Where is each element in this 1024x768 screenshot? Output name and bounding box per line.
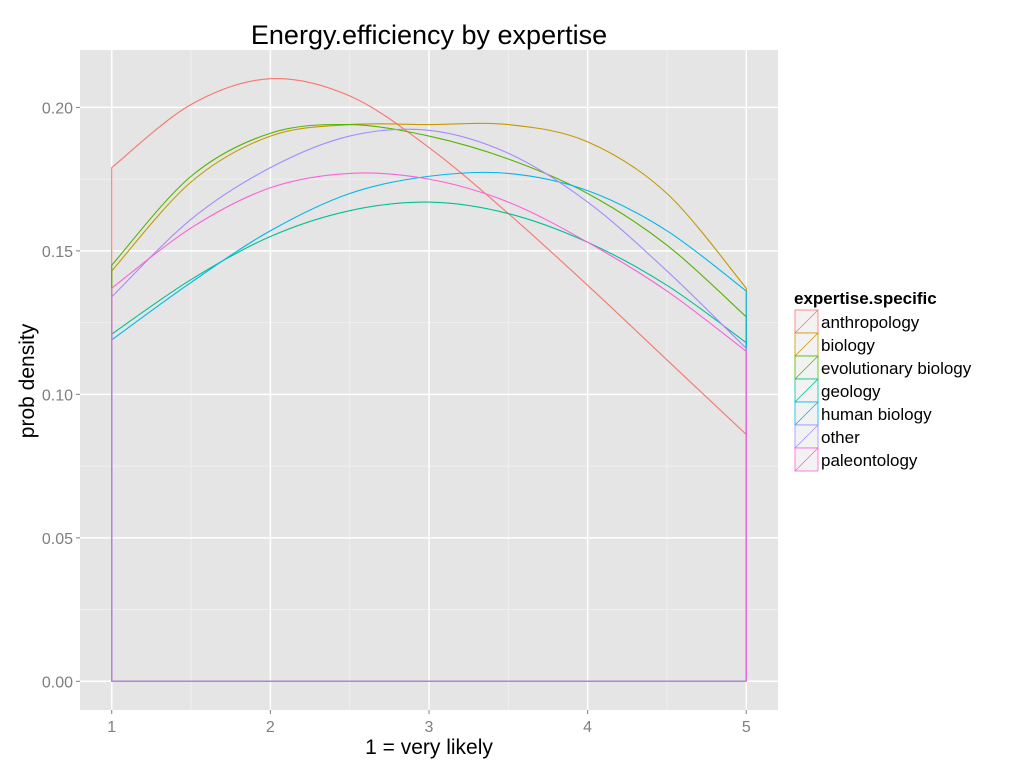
legend-key-line [794,332,819,357]
legend-item: biology [794,332,875,357]
legend: expertise.specific anthropology biology ev… [794,289,972,472]
x-tick-label: 5 [742,719,751,736]
y-tick-label: 0.10 [42,387,73,404]
y-tick-label: 0.15 [42,244,73,261]
y-tick-label: 0.20 [42,100,73,117]
legend-key-line [794,447,819,472]
x-axis: 1 2 3 4 5 [107,710,751,736]
chart-title: Energy.efficiency by expertise [251,20,607,50]
density-line-geology [111,201,747,682]
legend-key-line [794,378,819,403]
legend-title: expertise.specific [794,289,937,308]
density-line-human-biology [111,171,747,682]
legend-item: paleontology [794,447,918,472]
legend-label: anthropology [821,313,920,332]
density-line-anthropology [111,77,747,682]
density-line-paleontology [111,172,747,682]
y-tick-label: 0.00 [42,674,73,691]
legend-label: geology [821,382,881,401]
x-axis-title: 1 = very likely [365,736,493,759]
y-axis: 0.00 0.05 0.10 0.15 0.20 [42,100,80,691]
legend-label: human biology [821,405,932,424]
legend-label: other [821,428,860,447]
x-tick-label: 3 [425,719,434,736]
y-axis-title: prob density [16,323,39,438]
y-tick-label: 0.05 [42,531,73,548]
legend-label: evolutionary biology [821,359,972,378]
density-line-biology [111,122,747,682]
legend-item: other [794,424,860,449]
legend-key-line [794,309,819,334]
legend-item: anthropology [794,309,920,334]
density-line-evolutionary-biology [111,123,747,682]
density-line-other [111,128,747,682]
legend-label: paleontology [821,451,918,470]
x-tick-label: 4 [583,719,592,736]
legend-item: evolutionary biology [794,355,972,380]
x-tick-label: 2 [266,719,275,736]
legend-key-line [794,401,819,426]
legend-item: human biology [794,401,932,426]
legend-key-line [794,424,819,449]
legend-label: biology [821,336,875,355]
x-tick-label: 1 [107,719,116,736]
legend-key-line [794,355,819,380]
legend-item: geology [794,378,881,403]
series-layer [111,77,747,682]
